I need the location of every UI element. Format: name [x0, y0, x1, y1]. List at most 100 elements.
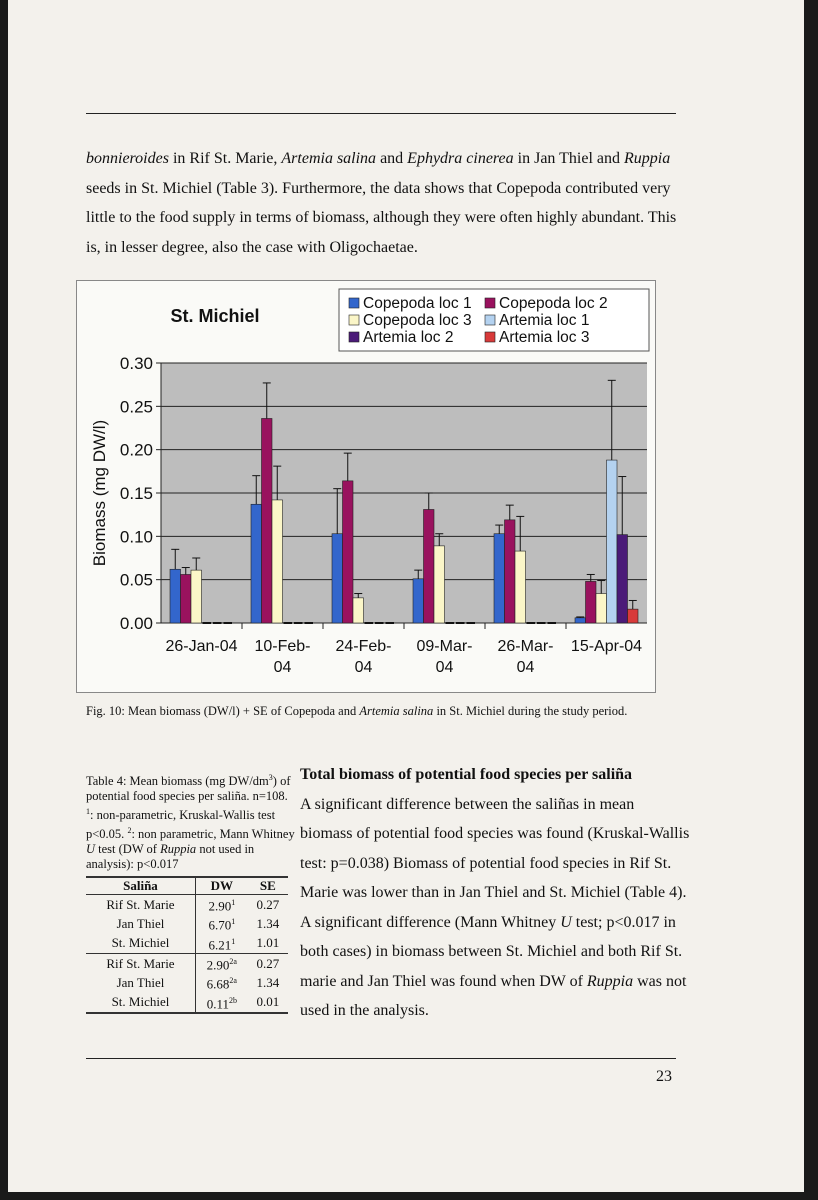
cell-salina: St. Michiel — [86, 992, 196, 1013]
bar — [504, 519, 516, 624]
legend-label: Artemia loc 1 — [499, 312, 589, 329]
x-tick-label: 04 — [517, 659, 535, 676]
section: Total biomass of potential food species … — [300, 760, 690, 1026]
text-run: in Jan Thiel and — [513, 150, 625, 167]
x-tick-label: 09-Mar- — [416, 638, 472, 655]
legend-label: Copepoda loc 3 — [363, 312, 472, 329]
bar — [352, 597, 364, 624]
table-row: St. Michiel 0.112b 0.01 — [86, 992, 288, 1013]
bar — [169, 568, 181, 624]
table-caption: Table 4: Mean biomass (mg DW/dm3) of pot… — [86, 773, 295, 872]
caption-text: Fig. 10: Mean biomass (DW/l) + SE of Cop… — [86, 704, 360, 718]
x-tick-label: 24-Feb- — [335, 638, 391, 655]
legend-label: Copepoda loc 1 — [363, 295, 472, 312]
y-tick-label: 0.15 — [120, 484, 153, 503]
bar — [261, 418, 273, 624]
y-tick-label: 0.10 — [120, 527, 153, 546]
bar — [514, 550, 526, 624]
cell-dw: 0.112b — [206, 995, 237, 1011]
caption-species: Artemia salina — [359, 704, 434, 718]
cell-salina: Rif St. Marie — [86, 894, 196, 915]
bar — [180, 574, 192, 624]
x-tick-label: 10-Feb- — [254, 638, 310, 655]
y-tick-label: 0.25 — [120, 397, 153, 416]
header-rule — [86, 113, 676, 114]
bar-chart: 0.00 0.05 0.10 0.15 0.20 0.25 0.30 Biomass (mg … — [90, 288, 650, 676]
legend-swatch — [348, 297, 360, 309]
cell-dw: 6.701 — [208, 917, 236, 933]
section-text: A significant difference between the sal… — [300, 795, 690, 1020]
cell-salina: Rif St. Marie — [86, 953, 196, 974]
page-number: 23 — [656, 1068, 672, 1085]
bar — [606, 459, 618, 624]
species-name: Artemia salina — [281, 150, 377, 167]
cell-se: 0.01 — [256, 994, 280, 1010]
bar — [585, 581, 597, 624]
x-tick-label: 04 — [436, 659, 454, 676]
figure-chart: 0.00 0.05 0.10 0.15 0.20 0.25 0.30 Biomass (mg … — [76, 280, 656, 693]
document-page: bonnieroides in Rif St. Marie, Artemia s… — [8, 0, 804, 1192]
bar — [250, 503, 262, 624]
bar — [331, 533, 343, 624]
bar — [574, 617, 586, 624]
species-name: Ruppia — [624, 150, 671, 167]
legend-swatch — [484, 297, 496, 309]
col-header-dw: DW — [210, 878, 234, 893]
x-tick-label: 26-Jan-04 — [165, 638, 237, 655]
footer-rule — [86, 1058, 676, 1059]
cell-se: 1.01 — [256, 935, 280, 951]
table-row: Rif St. Marie 2.901 0.27 — [86, 894, 288, 915]
legend-swatch — [484, 314, 496, 326]
y-tick-label: 0.00 — [120, 614, 153, 633]
legend-label: Copepoda loc 2 — [499, 295, 608, 312]
cell-dw: 6.211 — [208, 936, 236, 952]
bar — [595, 593, 607, 624]
species-name: bonnieroides — [86, 150, 169, 167]
cell-se: 1.34 — [256, 974, 280, 990]
x-tick-label: 15-Apr-04 — [571, 638, 642, 655]
biomass-table: Saliña DW SE Rif St. Marie 2.901 0.27 Jan T… — [86, 876, 288, 1014]
section-heading: Total biomass of potential food species … — [300, 766, 633, 783]
cell-salina: St. Michiel — [86, 933, 196, 954]
caption-text-end: in St. Michiel during the study period. — [433, 704, 628, 718]
bar — [627, 608, 639, 624]
y-axis-label: Biomass (mg DW/l) — [90, 420, 109, 566]
table-row: St. Michiel 6.211 1.01 — [86, 933, 288, 954]
bar — [342, 480, 354, 624]
text-run: in Rif St. Marie, — [168, 150, 282, 167]
legend-label: Artemia loc 3 — [499, 329, 589, 346]
text-run: and — [376, 150, 408, 167]
bar — [433, 545, 445, 624]
legend-swatch — [348, 331, 360, 343]
figure-caption: Fig. 10: Mean biomass (DW/l) + SE of Cop… — [86, 703, 676, 719]
table-row: Jan Thiel 6.682a 1.34 — [86, 973, 288, 993]
text-run: seeds in St. Michiel (Table 3). Furtherm… — [86, 179, 677, 256]
bar — [423, 509, 435, 624]
chart-title: St. Michiel — [170, 306, 259, 326]
bar — [190, 569, 202, 624]
legend-label: Artemia loc 2 — [363, 329, 453, 346]
cell-se: 0.27 — [256, 955, 280, 971]
bar — [412, 578, 424, 624]
cell-dw: 2.902a — [206, 956, 237, 973]
y-tick-label: 0.05 — [120, 571, 153, 590]
bar — [493, 533, 505, 624]
cell-se: 0.27 — [256, 896, 280, 912]
cell-dw: 6.682a — [206, 976, 237, 992]
table-row: Rif St. Marie 2.902a 0.27 — [86, 953, 288, 974]
x-tick-label: 04 — [355, 659, 373, 676]
species-name: Ephydra cinerea — [407, 150, 514, 167]
cell-salina: Jan Thiel — [86, 973, 196, 993]
legend-swatch — [484, 331, 496, 343]
col-header-salina: Saliña — [86, 877, 196, 895]
cell-salina: Jan Thiel — [86, 914, 196, 934]
y-tick-label: 0.20 — [120, 441, 153, 460]
table-row: Jan Thiel 6.701 1.34 — [86, 914, 288, 934]
bar — [616, 534, 628, 624]
legend-swatch — [348, 314, 360, 326]
x-tick-label: 04 — [274, 659, 292, 676]
col-header-se: SE — [259, 878, 276, 893]
bar — [271, 499, 283, 624]
body-paragraph: bonnieroides in Rif St. Marie, Artemia s… — [86, 144, 686, 262]
x-tick-label: 26-Mar- — [497, 638, 553, 655]
